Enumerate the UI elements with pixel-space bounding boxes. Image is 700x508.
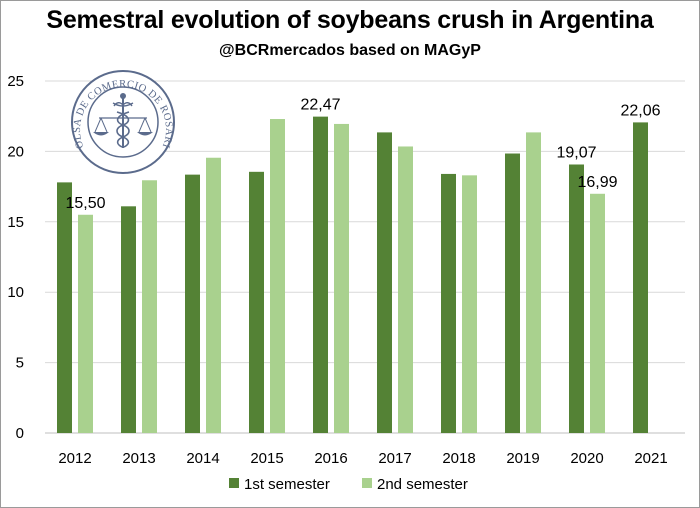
data-label-2020-1st: 19,07	[556, 144, 596, 161]
bar-2nd-semester-2020	[590, 193, 605, 433]
legend-label-2nd-semester: 2nd semester	[377, 476, 468, 493]
x-tick-label-2017: 2017	[378, 450, 411, 467]
data-label-2020-2nd: 16,99	[577, 174, 617, 191]
x-tick-label-2020: 2020	[570, 450, 603, 467]
y-tick-label: 0	[16, 425, 24, 442]
bar-1st-semester-2015	[249, 171, 264, 434]
bar-2nd-semester-2016	[334, 123, 349, 433]
legend: 1st semester 2nd semester	[229, 476, 468, 493]
bar-1st-semester-2014	[185, 174, 200, 433]
data-labels: 15,50 22,47 19,07 16,99 22,06	[65, 97, 660, 212]
bar-1st-semester-2016	[313, 116, 328, 433]
bar-1st-semester-2013	[121, 206, 136, 433]
x-tick-label-2013: 2013	[122, 450, 155, 467]
x-tick-label-2015: 2015	[250, 450, 283, 467]
y-tick-label: 20	[7, 143, 24, 160]
bar-2nd-semester-2017	[398, 146, 413, 434]
legend-swatch-2nd-semester	[362, 478, 372, 488]
x-axis: 2012 2013 2014 2015 2016 2017 2018 2019 2020 2021	[58, 450, 667, 467]
y-axis: 0 5 10 15 20 25	[7, 73, 24, 442]
data-label-2016-1st: 22,47	[300, 97, 340, 114]
data-label-2021-1st: 22,06	[620, 102, 660, 119]
x-tick-label-2016: 2016	[314, 450, 347, 467]
chart-title: Semestral evolution of soybeans crush in…	[46, 6, 654, 34]
bar-1st-semester-2017	[377, 132, 392, 433]
bar-2nd-semester-2019	[526, 132, 541, 433]
x-tick-label-2012: 2012	[58, 450, 91, 467]
bar-2nd-semester-2018	[462, 175, 477, 433]
bar-1st-semester-2019	[505, 153, 520, 433]
legend-label-1st-semester: 1st semester	[244, 476, 330, 493]
bar-1st-semester-2018	[441, 173, 456, 434]
bar-1st-semester-2020	[569, 164, 584, 434]
y-tick-label: 15	[7, 214, 24, 231]
legend-swatch-1st-semester	[229, 478, 239, 488]
data-label-2012-2nd: 15,50	[65, 195, 105, 212]
y-tick-label: 25	[7, 73, 24, 90]
bar-2nd-semester-2013	[142, 180, 157, 433]
bolsa-de-comercio-logo: BOLSA DE COMERCIO DE ROSARIO	[71, 70, 175, 174]
bar-1st-semester-2021	[633, 122, 648, 433]
bar-1st-semester-2012	[57, 182, 72, 433]
x-tick-label-2021: 2021	[634, 450, 667, 467]
y-tick-label: 10	[7, 284, 24, 301]
x-tick-label-2019: 2019	[506, 450, 539, 467]
bar-2nd-semester-2015	[270, 119, 285, 434]
chart-subtitle: @BCRmercados based on MAGyP	[219, 42, 481, 59]
y-tick-label: 5	[16, 355, 24, 372]
bars	[57, 116, 648, 434]
x-tick-label-2014: 2014	[186, 450, 219, 467]
bar-2nd-semester-2012	[78, 214, 93, 433]
x-tick-label-2018: 2018	[442, 450, 475, 467]
bar-2nd-semester-2014	[206, 157, 221, 433]
